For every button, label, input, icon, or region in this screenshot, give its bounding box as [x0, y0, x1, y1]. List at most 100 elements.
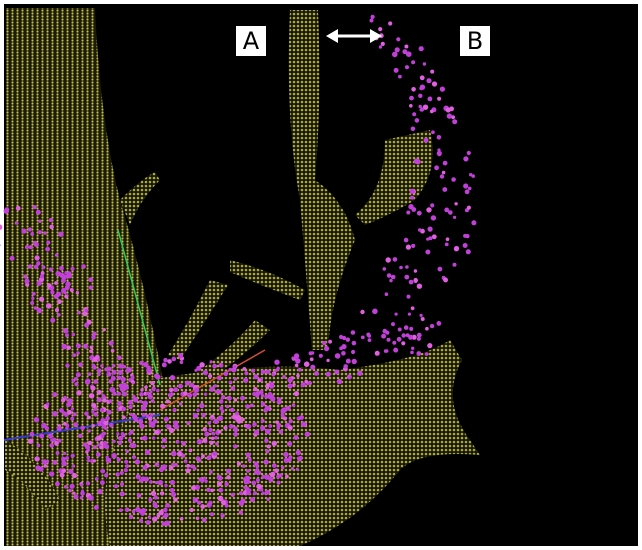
point [381, 334, 386, 339]
point [28, 264, 32, 268]
point [401, 341, 405, 345]
point [35, 255, 40, 260]
point [76, 390, 81, 395]
point [122, 392, 127, 397]
point [208, 374, 212, 378]
point [193, 467, 197, 471]
point [52, 460, 57, 465]
point [124, 468, 128, 472]
point [89, 393, 95, 399]
point [139, 400, 142, 403]
point [178, 384, 183, 389]
point [96, 435, 101, 440]
point [399, 266, 403, 270]
point [199, 403, 204, 408]
point [40, 274, 44, 278]
point [68, 489, 72, 493]
point [229, 424, 234, 429]
point [449, 106, 454, 111]
point [48, 433, 53, 438]
point [102, 394, 106, 398]
point [0, 225, 2, 230]
point [264, 439, 268, 443]
point [190, 508, 194, 512]
point [426, 207, 431, 212]
point [437, 97, 441, 101]
point [288, 425, 293, 430]
point [160, 404, 165, 409]
point [368, 338, 372, 342]
point [383, 329, 388, 334]
point [244, 371, 248, 375]
point [463, 243, 468, 248]
point [341, 351, 346, 356]
point [396, 37, 400, 41]
point [70, 484, 75, 489]
point [67, 271, 71, 275]
point [261, 419, 265, 423]
point [93, 445, 97, 449]
point [245, 487, 249, 491]
point [85, 309, 88, 312]
point [139, 422, 142, 425]
point [443, 278, 448, 283]
point [414, 158, 420, 164]
point [97, 390, 102, 395]
point [76, 372, 81, 377]
point [405, 265, 409, 269]
point [120, 471, 124, 475]
point [395, 47, 400, 52]
point [194, 369, 197, 372]
point [427, 343, 432, 348]
point [254, 461, 259, 466]
point [428, 97, 433, 102]
point [167, 504, 170, 507]
point [410, 196, 414, 200]
point [411, 244, 415, 248]
point [346, 338, 350, 342]
point [223, 426, 227, 430]
point [93, 412, 96, 415]
point [65, 333, 69, 337]
point [210, 512, 214, 516]
point [265, 429, 271, 435]
point [224, 482, 228, 486]
point [142, 436, 147, 441]
point [246, 490, 251, 495]
point [183, 391, 187, 395]
point [437, 135, 442, 140]
point [154, 374, 159, 379]
point [419, 87, 423, 91]
point [100, 408, 104, 412]
point [261, 394, 264, 397]
point [285, 475, 289, 479]
point [121, 377, 126, 382]
point [117, 458, 121, 462]
point [162, 362, 167, 367]
point [55, 253, 58, 256]
point [120, 491, 125, 496]
point [387, 273, 392, 278]
point [418, 228, 422, 232]
point [267, 445, 271, 449]
point [129, 515, 133, 519]
point [80, 426, 85, 431]
point [246, 452, 251, 457]
point [191, 486, 196, 491]
point [272, 373, 275, 376]
point [442, 187, 447, 192]
point [219, 406, 223, 410]
point [97, 397, 102, 402]
point [30, 232, 34, 236]
point [467, 151, 471, 155]
point [234, 377, 237, 380]
point [122, 415, 126, 419]
point [52, 411, 58, 417]
point [197, 439, 202, 444]
point [304, 361, 310, 367]
point [252, 422, 257, 427]
point [87, 416, 91, 420]
point [88, 277, 93, 282]
point [50, 290, 54, 294]
point [169, 428, 174, 433]
